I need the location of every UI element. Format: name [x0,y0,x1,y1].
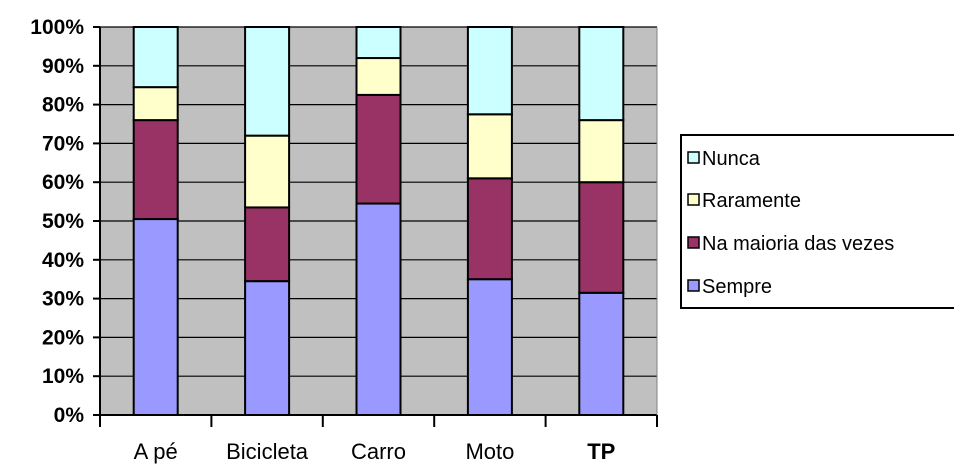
legend-label: Nunca [702,148,761,170]
bar-segment [355,57,402,96]
x-category-label: TP [587,439,615,464]
bar-segment [132,218,179,416]
bar-segment [466,278,513,417]
y-tick-label: 80% [42,94,84,117]
y-tick-label: 90% [42,55,84,78]
y-tick-label: 50% [42,210,84,233]
x-category-label: Carro [351,439,406,464]
bar-segment [466,113,513,180]
bar-segment [132,119,179,221]
bar-segment [244,280,291,417]
bar-segment [132,26,179,89]
bar-segment [578,26,625,122]
bar-segment [244,206,291,283]
bar-segment [355,26,402,60]
y-tick-label: 10% [42,365,84,388]
legend-swatch [687,193,700,206]
x-category-label: A pé [134,439,178,464]
bar-segment [244,134,291,209]
bar-segment [578,181,625,294]
legend-label: Raramente [702,190,801,212]
legend-box [680,134,954,309]
bar-segment [132,86,179,122]
y-tick-label: 40% [42,249,84,272]
axes-group: 0% 10% 20% 30% 40% 50% 60% 70% 80% 90% 100% A pé Bic… [30,16,658,464]
legend-swatch [687,151,700,164]
legend-swatch [687,236,700,249]
y-tick-label: 70% [42,132,84,155]
bar-segment [466,26,513,116]
x-category-label: Bicicleta [226,439,309,464]
y-tick-label: 100% [30,16,84,39]
legend: Nunca Raramente Na maioria das vezes Sempre [680,134,954,309]
legend-label: Na maioria das vezes [702,233,894,255]
legend-swatch [687,279,700,292]
bar-segment [578,291,625,416]
bars-group [132,26,625,417]
y-tick-label: 60% [42,171,84,194]
legend-label: Sempre [702,276,772,298]
bar-segment [355,93,402,205]
y-tick-label: 0% [54,404,85,427]
bar-segment [355,202,402,416]
x-category-label: Moto [465,439,514,464]
y-tick-label: 20% [42,326,84,349]
bar-segment [578,119,625,184]
bar-segment [244,26,291,137]
bar-segment [466,177,513,281]
y-tick-label: 30% [42,288,84,311]
